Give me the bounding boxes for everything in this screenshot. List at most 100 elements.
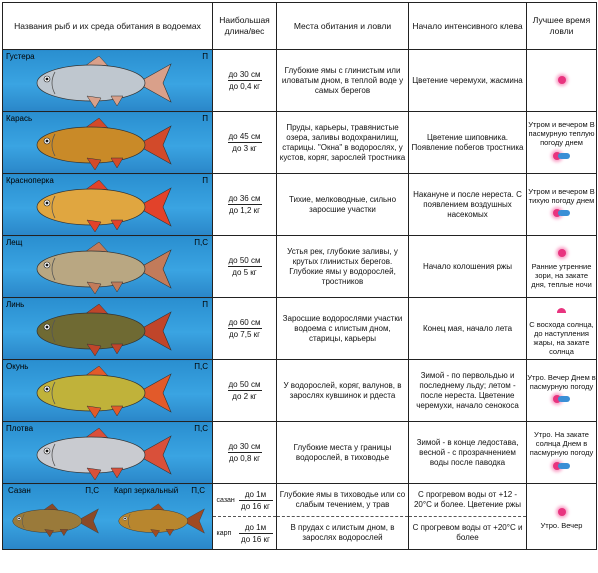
fish-picture (25, 365, 175, 420)
fish-name: Окунь (6, 362, 29, 371)
fish-name: Густера (6, 52, 35, 61)
fish-habitat-code: П (202, 176, 208, 185)
cloud-icon (558, 462, 570, 469)
sun-icon (557, 248, 566, 257)
cloud-icon (558, 152, 570, 159)
fish-name: Карась (6, 114, 33, 123)
max-length: до 1м (238, 489, 273, 501)
size-cell: до 36 см до 1,2 кг (212, 173, 277, 236)
best-time-text: Утром и вечером В тихую погоду днем (528, 186, 595, 205)
fish-habitat-code: П,С (194, 424, 208, 433)
fish-illustration (36, 55, 172, 109)
fish-name: Линь (6, 300, 25, 309)
start-cell: Конец мая, начало лета (408, 297, 527, 360)
start-cell: Цветение шиповника. Появление побегов тр… (408, 111, 527, 174)
fish-name: Красноперка (6, 176, 54, 185)
fish-image-cell: Красноперка П (2, 173, 213, 236)
fish-row: Плотва П,С до 30 см до 0,8 кг Глубокие м… (2, 421, 597, 484)
places-cell: Глубокие ямы в тиховодье или со слабым т… (276, 483, 409, 550)
fish-name: Карп зеркальный (114, 486, 179, 495)
size-cell: до 30 см до 0,8 кг (212, 421, 277, 484)
fish-habitat-code: П (202, 300, 208, 309)
fish-illustration (36, 365, 172, 419)
fish-picture (25, 427, 175, 482)
max-weight: до 16 кг (241, 534, 270, 544)
size-cell: до 45 см до 3 кг (212, 111, 277, 174)
best-time-text: Утро. Вечер (540, 521, 583, 530)
fish-row: Лещ П,С до 50 см до 5 кг Устья рек, глуб… (2, 235, 597, 298)
start-text: С прогревом воды от +20°С и более (412, 523, 523, 542)
fish-illustration (36, 427, 172, 481)
max-weight: до 5 кг (232, 268, 257, 277)
max-length: до 36 см (227, 194, 262, 205)
fish-image-cell: Карась П (2, 111, 213, 174)
max-length: до 45 см (227, 132, 262, 143)
fish-row: Густера П до 30 см до 0,4 кг Глубокие ям… (2, 49, 597, 112)
best-time-cell: С восхода солнца, до наступления жары, н… (526, 297, 597, 360)
fish-habitat-code: П,С (191, 486, 205, 495)
fish-name: Сазан (8, 486, 31, 495)
fish-habitat-code: П,С (194, 238, 208, 247)
best-time-cell: Утром и вечером В тихую погоду днем (526, 173, 597, 236)
places-cell: Пруды, карьеры, травянистые озера, залив… (276, 111, 409, 174)
max-weight: до 3 кг (232, 144, 257, 153)
best-time-cell: Утром и вечером В пасмурную теплую погод… (526, 111, 597, 174)
fish-row-carp: Сазан П,С Карп зеркальный П,С сазан до 1… (2, 483, 597, 550)
header-row: Названия рыб и их среда обитания в водое… (2, 2, 597, 50)
sub-size-row: сазан до 1м до 16 кг (213, 485, 276, 517)
places-cell: Устья рек, глубокие заливы, у крутых гли… (276, 235, 409, 298)
sunset-icon (557, 307, 566, 313)
fish-row: Окунь П,С до 50 см до 2 кг У водорослей,… (2, 359, 597, 422)
fish-illustration (36, 117, 172, 171)
size-cell: до 50 см до 5 кг (212, 235, 277, 298)
start-cell: Цветение черемухи, жасмина (408, 49, 527, 112)
sun-icon (553, 461, 561, 470)
mirror-carp-picture: Карп зеркальный П,С (111, 486, 207, 548)
header-size: Наибольшая длина/вес (212, 2, 277, 50)
fish-image-cell: Сазан П,С Карп зеркальный П,С (2, 483, 213, 550)
fish-illustration (36, 303, 172, 357)
max-weight: до 1,2 кг (228, 206, 261, 215)
best-time-cell: Утро. На закате солнца Днем в пасмурную … (526, 421, 597, 484)
places-cell: У водорослей, коряг, валунов, в зарослях… (276, 359, 409, 422)
max-length: до 50 см (227, 256, 262, 267)
best-time-text: Утром и вечером В пасмурную теплую погод… (528, 120, 595, 147)
sun-icon (553, 151, 561, 160)
start-cell: Зимой - в конце ледостава, весной - с пр… (408, 421, 527, 484)
fish-picture (25, 117, 175, 172)
best-time-cell (526, 49, 597, 112)
max-length: до 60 см (227, 318, 262, 329)
best-time-cell: Ранние утренние зори, на закате дня, теп… (526, 235, 597, 298)
fish-row: Красноперка П до 36 см до 1,2 кг Тихие, … (2, 173, 597, 236)
header-start: Начало интенсивного клева (408, 2, 527, 50)
sun-icon (553, 395, 561, 404)
sazan-picture: Сазан П,С (5, 486, 101, 548)
max-length: до 30 см (227, 70, 262, 81)
best-time-text: Утро. На закате солнца Днем в пасмурную … (529, 430, 594, 457)
max-weight: до 7,5 кг (228, 330, 261, 339)
size-cell: до 50 см до 2 кг (212, 359, 277, 422)
header-name: Названия рыб и их среда обитания в водое… (2, 2, 213, 50)
cloud-icon (558, 210, 570, 217)
best-time-text: Ранние утренние зори, на закате дня, теп… (531, 262, 592, 289)
sun-icon (557, 76, 566, 85)
max-length: до 30 см (227, 442, 262, 453)
fish-illustration (118, 503, 205, 538)
header-best: Лучшее время ловли (526, 2, 597, 50)
cloud-icon (558, 396, 570, 403)
max-weight: до 0,8 кг (228, 454, 261, 463)
sub-start-row: С прогревом воды от +12 - 20°С и более. … (409, 485, 526, 517)
fish-picture (25, 241, 175, 296)
fish-illustration (36, 241, 172, 295)
places-text: Глубокие ямы в тиховодье или со слабым т… (279, 490, 406, 509)
fish-name: Плотва (6, 424, 34, 433)
places-cell: Тихие, мелководные, сильно заросшие учас… (276, 173, 409, 236)
start-text: С прогревом воды от +12 - 20°С и более. … (413, 490, 522, 509)
start-cell: Начало колошения ржы (408, 235, 527, 298)
fish-picture (25, 179, 175, 234)
best-time-text: С восхода солнца, до наступления жары, н… (529, 319, 594, 356)
fish-picture (25, 303, 175, 358)
start-cell: С прогревом воды от +12 - 20°С и более. … (408, 483, 527, 550)
max-weight: до 2 кг (232, 392, 257, 401)
max-weight: до 16 кг (241, 501, 270, 511)
